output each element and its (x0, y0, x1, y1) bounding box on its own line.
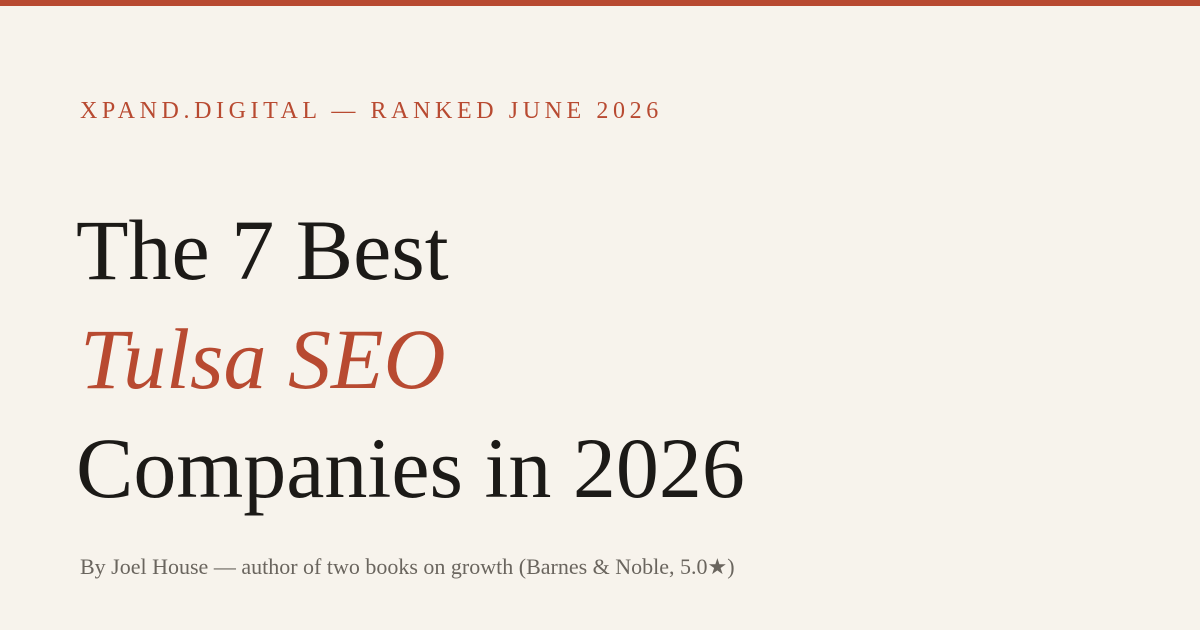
kicker-label: XPAND.DIGITAL — RANKED JUNE 2026 (80, 98, 663, 124)
title-line-3: Companies in 2026 (76, 420, 745, 516)
page-title: The 7 Best Tulsa SEO Companies in 2026 (76, 196, 745, 523)
top-accent-bar (0, 0, 1200, 6)
title-line-1: The 7 Best (76, 202, 449, 298)
author-byline: By Joel House — author of two books on g… (80, 554, 735, 579)
title-line-2-accent: Tulsa SEO (80, 311, 446, 407)
